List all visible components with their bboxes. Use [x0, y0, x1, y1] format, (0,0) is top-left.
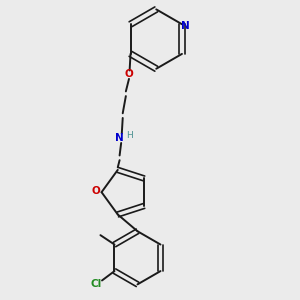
Text: N: N [115, 133, 124, 143]
Text: N: N [181, 21, 190, 31]
Text: O: O [124, 69, 134, 79]
Text: H: H [127, 131, 133, 140]
Text: O: O [92, 186, 100, 196]
Text: Cl: Cl [91, 279, 102, 289]
